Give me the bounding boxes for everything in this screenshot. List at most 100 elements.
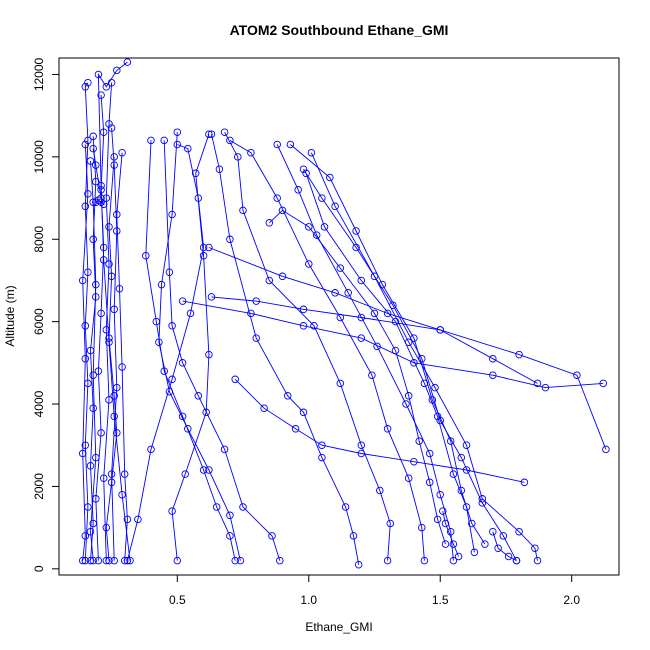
data-point — [99, 128, 108, 136]
data-point — [147, 445, 155, 454]
data-point — [92, 198, 100, 206]
data-point — [86, 527, 95, 536]
data-point — [113, 227, 121, 235]
profile-line — [158, 132, 241, 561]
x-tick-label: 1.5 — [432, 593, 449, 607]
y-tick-label: 8000 — [32, 226, 46, 253]
data-point — [199, 466, 208, 474]
data-point — [173, 128, 182, 136]
data-point — [454, 552, 463, 561]
data-point — [94, 556, 103, 565]
data-point — [370, 309, 379, 318]
data-point — [415, 437, 423, 445]
data-point — [515, 527, 523, 536]
data-point — [234, 153, 242, 161]
data-point — [220, 128, 229, 136]
data-point — [205, 466, 213, 474]
data-point — [92, 177, 100, 186]
x-tick-label: 1.0 — [300, 593, 317, 607]
data-point — [89, 235, 97, 244]
data-point — [599, 379, 607, 388]
profile-line — [145, 140, 236, 561]
data-point — [531, 544, 539, 552]
data-point — [78, 449, 87, 458]
profile-series — [226, 136, 429, 565]
data-point — [178, 297, 187, 305]
data-point — [168, 375, 176, 384]
data-point — [320, 223, 329, 231]
data-point — [425, 449, 434, 458]
data-point — [207, 293, 216, 301]
profile-line — [163, 140, 281, 561]
data-point — [357, 276, 366, 285]
data-point — [110, 556, 118, 565]
data-point — [86, 462, 95, 470]
data-point — [120, 556, 129, 565]
data-point — [533, 379, 542, 388]
data-point — [226, 532, 234, 540]
data-point — [97, 198, 105, 206]
data-point — [318, 453, 326, 462]
data-point — [215, 165, 224, 173]
profile-line — [208, 247, 538, 384]
profile-series — [168, 130, 213, 565]
data-point — [207, 130, 216, 138]
data-point — [102, 83, 111, 91]
data-point — [489, 354, 497, 363]
profile-series — [207, 130, 363, 569]
data-point — [220, 445, 229, 454]
data-point — [94, 367, 103, 375]
data-point — [126, 556, 134, 565]
profile-series — [302, 169, 479, 557]
data-point — [81, 140, 90, 149]
profile-line — [182, 300, 604, 389]
data-point — [181, 470, 189, 478]
data-point — [312, 231, 321, 239]
data-point — [92, 161, 100, 169]
data-point — [105, 334, 113, 342]
data-point — [99, 200, 108, 208]
data-point — [105, 396, 113, 404]
profile-series — [102, 153, 121, 565]
data-point — [457, 453, 466, 462]
data-point — [97, 194, 105, 202]
data-point — [512, 556, 521, 565]
data-point — [470, 548, 479, 557]
data-point — [368, 371, 376, 379]
data-point — [383, 309, 392, 318]
data-point — [84, 78, 92, 87]
data-point — [247, 309, 255, 318]
data-point — [89, 371, 97, 379]
data-point — [299, 305, 308, 314]
profile-line — [442, 511, 460, 557]
profile-line — [305, 173, 475, 553]
data-point — [449, 470, 458, 478]
data-point — [336, 379, 345, 388]
data-point — [462, 466, 471, 474]
data-point — [318, 194, 326, 202]
data-point — [81, 441, 90, 449]
data-point — [278, 272, 287, 281]
data-point — [331, 202, 339, 211]
y-tick-label: 10000 — [32, 140, 46, 174]
profile-line — [310, 152, 538, 561]
data-point — [420, 379, 429, 388]
profile-series — [81, 78, 92, 565]
data-point — [462, 441, 471, 449]
profile-series — [207, 293, 610, 454]
profile-series — [265, 206, 450, 548]
data-point — [202, 408, 210, 417]
data-point — [105, 260, 113, 268]
data-point — [89, 404, 97, 412]
y-tick-label: 0 — [32, 565, 46, 572]
data-point — [326, 173, 334, 182]
data-point — [178, 412, 187, 421]
data-point — [373, 342, 381, 351]
data-point — [278, 206, 287, 215]
data-point — [147, 136, 155, 145]
data-point — [102, 556, 111, 565]
profile-series — [89, 144, 108, 208]
data-point — [439, 507, 447, 515]
data-point — [418, 523, 426, 532]
profile-line — [171, 134, 210, 561]
